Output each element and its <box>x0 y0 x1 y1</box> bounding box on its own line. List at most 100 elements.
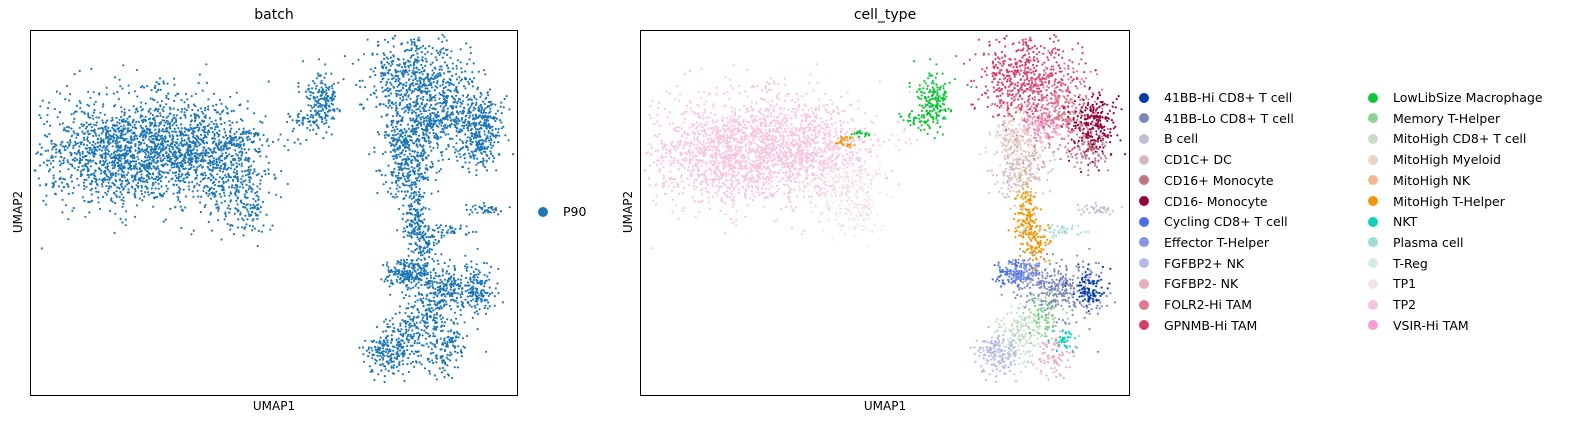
scatter-point <box>44 134 47 137</box>
scatter-point <box>39 116 42 119</box>
scatter-point <box>115 116 118 120</box>
scatter-point <box>265 213 268 216</box>
scatter-point <box>398 138 401 141</box>
scatter-point <box>202 189 205 192</box>
scatter-point <box>418 143 422 146</box>
scatter-point <box>414 300 417 303</box>
scatter-point <box>486 125 489 128</box>
scatter-point <box>92 111 96 114</box>
scatter-point <box>420 275 423 278</box>
scatter-point <box>460 67 463 70</box>
scatter-point <box>224 131 227 134</box>
scatter-point <box>386 125 389 128</box>
scatter-point <box>385 81 388 84</box>
scatter-point <box>413 173 416 176</box>
scatter-point <box>412 207 416 211</box>
scatter-point <box>73 151 76 154</box>
scatter-point <box>455 85 458 88</box>
scatter-point <box>310 114 313 117</box>
scatter-point <box>122 202 125 205</box>
scatter-point <box>209 155 212 158</box>
scatter-point <box>382 103 385 106</box>
scatter-point <box>76 177 79 180</box>
scatter-point <box>159 176 162 180</box>
scatter-point <box>396 162 399 165</box>
scatter-point <box>420 91 423 94</box>
scatter-point <box>76 168 79 172</box>
scatter-point <box>177 150 180 153</box>
scatter-point <box>426 229 429 232</box>
scatter-point <box>112 128 115 131</box>
scatter-point <box>176 108 179 111</box>
scatter-point <box>355 83 358 86</box>
scatter-point <box>226 142 229 145</box>
scatter-point <box>235 190 238 193</box>
scatter-point <box>394 70 397 74</box>
scatter-point <box>223 194 226 197</box>
scatter-point <box>92 140 95 144</box>
scatter-point <box>115 190 118 193</box>
scatter-point <box>256 206 259 210</box>
scatter-point <box>439 224 442 227</box>
scatter-point <box>313 97 316 100</box>
scatter-point <box>216 173 219 176</box>
scatter-point <box>171 171 174 174</box>
scatter-point <box>267 168 270 171</box>
scatter-point <box>416 202 420 205</box>
scatter-point <box>95 182 98 186</box>
scatter-point <box>448 89 451 92</box>
scatter-point <box>120 198 123 201</box>
scatter-point <box>191 180 194 184</box>
scatter-point <box>164 121 167 124</box>
scatter-point <box>202 112 205 115</box>
scatter-point <box>408 264 411 267</box>
scatter-point <box>248 224 251 227</box>
scatter-point <box>117 97 120 101</box>
panel1-plot-frame <box>30 30 518 396</box>
scatter-point <box>392 103 395 106</box>
scatter-point <box>107 181 110 184</box>
scatter-point <box>433 120 436 124</box>
scatter-point <box>407 66 410 69</box>
scatter-point <box>494 112 497 115</box>
scatter-point <box>397 77 400 80</box>
scatter-point <box>473 125 476 129</box>
scatter-point <box>435 171 438 174</box>
scatter-point <box>58 177 61 180</box>
scatter-point <box>396 122 399 125</box>
scatter-point <box>480 143 483 146</box>
scatter-point <box>135 68 139 72</box>
scatter-point <box>119 183 122 186</box>
scatter-point <box>98 207 102 210</box>
scatter-point <box>399 97 402 100</box>
scatter-point <box>213 92 216 95</box>
scatter-point <box>471 81 474 84</box>
scatter-point <box>117 186 120 189</box>
scatter-point <box>312 80 315 83</box>
scatter-point <box>315 119 318 122</box>
scatter-point <box>178 154 181 157</box>
scatter-point <box>83 187 86 190</box>
scatter-point <box>417 160 420 163</box>
scatter-point <box>271 224 274 227</box>
scatter-point <box>63 145 66 149</box>
scatter-point <box>262 224 265 227</box>
scatter-point <box>297 116 300 119</box>
scatter-point <box>417 59 420 62</box>
scatter-point <box>477 70 480 73</box>
scatter-point <box>391 195 394 198</box>
scatter-point <box>162 110 165 113</box>
scatter-point <box>461 124 464 127</box>
scatter-point <box>478 128 481 131</box>
scatter-point <box>469 97 472 100</box>
scatter-point <box>409 88 412 92</box>
scatter-point <box>485 160 488 163</box>
scatter-point <box>240 162 243 165</box>
scatter-point <box>228 194 231 197</box>
scatter-point <box>241 119 244 122</box>
scatter-point <box>159 135 162 138</box>
scatter-point <box>429 112 432 115</box>
scatter-point <box>427 78 430 81</box>
scatter-point <box>72 206 75 210</box>
scatter-point <box>208 189 211 192</box>
